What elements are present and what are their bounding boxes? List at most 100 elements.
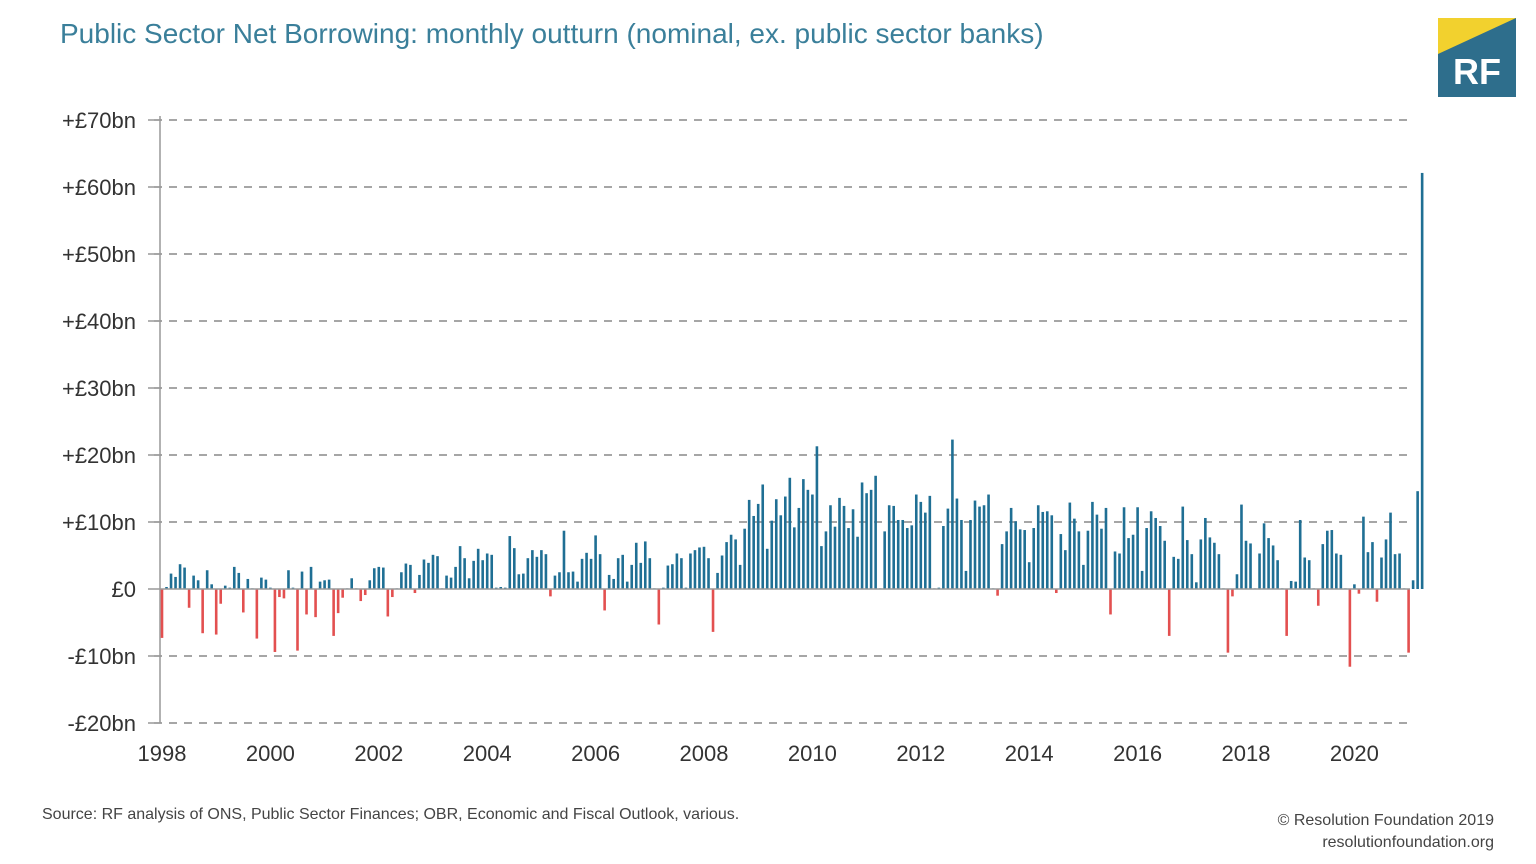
bar xyxy=(183,567,186,589)
bar xyxy=(196,580,200,589)
bar xyxy=(540,550,543,589)
copyright-text: © Resolution Foundation 2019 xyxy=(1277,812,1494,829)
bar xyxy=(431,554,435,589)
bar xyxy=(436,556,439,589)
bar xyxy=(1411,580,1415,589)
bar xyxy=(422,559,426,589)
bar xyxy=(1127,538,1130,589)
bar xyxy=(942,526,945,589)
bar xyxy=(1307,560,1311,589)
x-tick-label: 2020 xyxy=(1330,741,1379,766)
bar xyxy=(1285,589,1288,636)
bar xyxy=(1095,514,1099,589)
bar xyxy=(400,572,403,589)
bar xyxy=(1353,584,1356,589)
bar xyxy=(169,573,173,589)
bar xyxy=(1055,589,1058,594)
bar xyxy=(458,546,462,589)
bar xyxy=(910,525,914,589)
bar xyxy=(1416,491,1419,589)
bar xyxy=(1276,560,1279,589)
bar xyxy=(702,546,706,589)
bar xyxy=(779,515,783,589)
bar xyxy=(174,576,177,589)
bar xyxy=(1077,531,1081,589)
bar xyxy=(666,565,670,589)
y-tick-label: +£10bn xyxy=(62,510,136,535)
bar xyxy=(734,539,737,589)
bar xyxy=(1262,523,1266,589)
bar xyxy=(336,589,340,614)
bar xyxy=(1140,570,1144,589)
bar xyxy=(1023,530,1026,589)
website-text: resolutionfoundation.org xyxy=(1322,834,1494,851)
bar xyxy=(467,578,471,589)
bar xyxy=(960,519,963,589)
bar xyxy=(793,527,796,589)
bar xyxy=(287,570,290,589)
bar xyxy=(1303,557,1307,589)
bar xyxy=(531,550,534,589)
bar xyxy=(946,508,950,589)
bar xyxy=(1059,534,1063,589)
bar xyxy=(427,562,430,589)
bar xyxy=(273,589,277,652)
x-tick-label: 2018 xyxy=(1222,741,1271,766)
bar xyxy=(580,558,584,589)
bar xyxy=(1240,504,1243,589)
bar xyxy=(761,484,765,589)
bar xyxy=(711,589,715,632)
bar xyxy=(693,550,697,589)
x-tick-label: 2012 xyxy=(896,741,945,766)
bar xyxy=(829,505,832,589)
bar xyxy=(824,531,828,589)
bar xyxy=(1172,556,1176,589)
bar xyxy=(869,489,873,589)
x-tick-label: 2004 xyxy=(463,741,512,766)
bar xyxy=(838,497,841,589)
bar xyxy=(490,554,494,589)
bar xyxy=(643,541,647,589)
bar xyxy=(905,528,909,589)
bar xyxy=(576,581,579,589)
bar xyxy=(612,578,615,589)
bar xyxy=(1321,544,1325,589)
bar xyxy=(517,574,521,589)
chart-title: Public Sector Net Borrowing: monthly out… xyxy=(60,18,1044,49)
bar xyxy=(919,501,923,589)
bar xyxy=(1068,502,1072,589)
bar xyxy=(237,572,241,589)
bar xyxy=(1195,582,1198,589)
bar xyxy=(1104,507,1108,589)
bar xyxy=(567,572,570,589)
bar xyxy=(359,589,363,602)
bar xyxy=(1036,505,1040,589)
bar xyxy=(332,589,335,636)
bar xyxy=(558,572,561,589)
bar xyxy=(544,554,548,589)
bar xyxy=(634,542,638,589)
bar xyxy=(372,568,376,589)
bar xyxy=(874,475,877,589)
bar xyxy=(1420,172,1424,589)
bar xyxy=(508,536,512,589)
bar xyxy=(350,578,353,589)
bar xyxy=(1032,528,1036,589)
x-tick-label: 2014 xyxy=(1005,741,1054,766)
bar xyxy=(797,507,801,589)
bar xyxy=(1082,564,1085,589)
bar xyxy=(1190,554,1194,589)
bar xyxy=(1226,589,1230,653)
bar xyxy=(1158,526,1162,589)
bar xyxy=(485,553,489,589)
bar xyxy=(1231,589,1234,597)
bar xyxy=(571,571,575,589)
bar xyxy=(639,562,643,589)
bar xyxy=(309,566,313,589)
bar xyxy=(472,560,475,589)
bar xyxy=(223,585,227,589)
bar xyxy=(382,567,385,589)
bar xyxy=(255,589,259,639)
bar xyxy=(806,489,810,589)
